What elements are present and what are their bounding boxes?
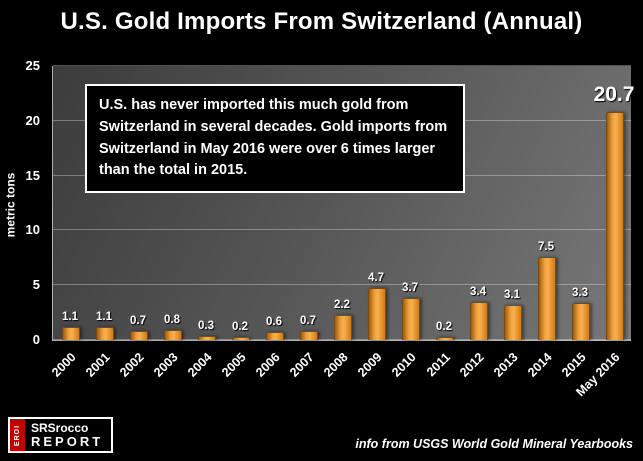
bar-value-label: 3.4 xyxy=(470,285,486,298)
bar-value-label: 0.7 xyxy=(300,315,316,328)
logo-text: SRSrocco REPORT xyxy=(25,419,111,451)
bar-2014 xyxy=(538,256,556,340)
source-credit: info from USGS World Gold Mineral Yearbo… xyxy=(355,437,633,451)
bar-2006 xyxy=(266,332,284,340)
bar-value-label: 1.1 xyxy=(96,310,112,323)
logo-line1: SRSrocco xyxy=(31,421,89,435)
annotation-box: U.S. has never imported this much gold f… xyxy=(85,84,465,193)
bar-value-label: 1.1 xyxy=(62,310,78,323)
bar-2009 xyxy=(368,287,386,340)
y-tick-label: 0 xyxy=(32,332,40,347)
bar-2015 xyxy=(572,302,590,340)
bar-value-label: 0.6 xyxy=(266,316,282,329)
bar-2010 xyxy=(402,298,420,340)
bar-2002 xyxy=(130,331,148,340)
y-tick-label: 25 xyxy=(25,58,40,73)
x-axis-label: 2002 xyxy=(117,350,147,380)
eroi-badge: EROI xyxy=(10,419,25,451)
bar-2008 xyxy=(334,314,352,340)
bar-value-label: 20.7 xyxy=(593,83,635,107)
x-axis-label: 2011 xyxy=(423,350,453,380)
y-tick-label: 10 xyxy=(25,222,40,238)
bar-value-label: 0.2 xyxy=(232,320,248,333)
y-tick-label: 15 xyxy=(25,167,40,183)
bar-value-label: 0.8 xyxy=(164,314,180,327)
y-tick-label: 20 xyxy=(25,112,40,128)
eroi-badge-text: EROI xyxy=(14,424,21,446)
bar-2011 xyxy=(436,336,454,340)
x-axis-label: 2006 xyxy=(253,350,283,380)
x-axis-label: 2004 xyxy=(185,350,215,380)
srsrocco-logo: EROI SRSrocco REPORT xyxy=(8,417,114,453)
bar-2012 xyxy=(470,301,488,340)
logo-line2: REPORT xyxy=(31,434,104,449)
bar-2005 xyxy=(232,336,250,340)
gridline xyxy=(53,284,631,286)
x-axis-label: 2000 xyxy=(49,350,79,380)
gridline xyxy=(53,229,631,231)
bar-May 2016 xyxy=(606,112,624,340)
bar-2000 xyxy=(62,326,80,340)
bar-2003 xyxy=(164,330,182,340)
x-axis-label: 2010 xyxy=(389,350,419,380)
bar-2001 xyxy=(96,326,114,340)
bar-2013 xyxy=(504,305,522,340)
x-axis-label: 2005 xyxy=(219,350,249,380)
bar-value-label: 3.7 xyxy=(402,282,418,295)
y-axis: 0 5 10 15 20 25 xyxy=(0,58,46,347)
bar-value-label: 0.2 xyxy=(436,320,452,333)
x-axis-label: 2009 xyxy=(355,350,385,380)
x-axis-labels: 2000 2001 2002 2003 2004 2005 2006 2007 2008 2009… xyxy=(49,344,630,422)
bar-2007 xyxy=(300,331,318,340)
x-axis-label: 2015 xyxy=(559,350,589,380)
x-axis-label: 2014 xyxy=(525,350,555,380)
bar-value-label: 4.7 xyxy=(368,271,384,284)
y-tick-label: 5 xyxy=(32,277,40,293)
bar-value-label: 2.2 xyxy=(334,298,350,311)
x-axis-label: 2012 xyxy=(457,350,487,380)
x-axis-label: 2008 xyxy=(321,350,351,380)
bar-value-label: 3.3 xyxy=(572,286,588,299)
bar-2004 xyxy=(198,335,216,340)
x-axis-label: 2003 xyxy=(151,350,181,380)
gridline xyxy=(53,65,631,66)
bar-value-label: 0.7 xyxy=(130,315,146,328)
bar-value-label: 7.5 xyxy=(538,240,554,253)
chart-title: U.S. Gold Imports From Switzerland (Annu… xyxy=(60,8,583,35)
plot-area: U.S. has never imported this much gold f… xyxy=(52,65,634,341)
x-axis-label: 2007 xyxy=(287,350,317,380)
x-axis-label: 2001 xyxy=(83,350,113,380)
bar-value-label: 0.3 xyxy=(198,319,214,332)
bar-value-label: 3.1 xyxy=(504,289,520,302)
x-axis-label: 2013 xyxy=(491,350,521,380)
